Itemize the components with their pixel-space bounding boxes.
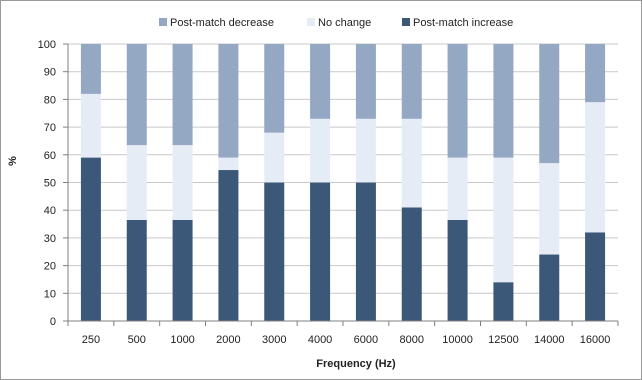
bar-post-match-decrease-14000 [539,44,560,164]
bar-post-match-decrease-12500 [493,44,514,158]
gridlines [68,43,618,294]
bar-post-match-increase-6000 [355,182,376,321]
legend-label-post-match-decrease: Post-match decrease [170,17,274,29]
bar-post-match-increase-4000 [310,182,331,321]
legend: Post-match decrease No change Post-match i… [159,17,513,29]
x-tick-label-250: 250 [82,334,100,346]
bars [80,44,606,321]
x-tick-label-10000: 10000 [442,334,473,346]
legend-label-no-change: No change [318,17,371,29]
y-tick-label-50: 50 [44,178,56,190]
bar-post-match-decrease-4000 [310,44,331,119]
y-tick-label-80: 80 [44,94,56,106]
x-tick-label-12500: 12500 [488,334,519,346]
bar-post-match-decrease-8000 [401,44,422,119]
legend-label-post-match-increase: Post-match increase [413,17,513,29]
bar-post-match-decrease-250 [80,44,101,94]
legend-swatch-post-match-increase [402,18,410,26]
bar-no-change-8000 [401,118,422,208]
bar-no-change-14000 [539,163,560,255]
bar-post-match-increase-3000 [264,182,285,321]
x-tick-labels: 250 500 1000 2000 3000 4000 6000 8000 10000 12500… [82,334,611,346]
x-tick-label-6000: 6000 [354,334,378,346]
bar-post-match-increase-12500 [493,282,514,321]
legend-swatch-post-match-decrease [159,18,167,26]
y-tick-label-10: 10 [44,288,56,300]
axes [63,43,619,326]
y-tick-label-40: 40 [44,205,56,217]
legend-swatch-no-change [307,18,315,26]
bar-post-match-decrease-1000 [172,44,193,146]
bar-post-match-decrease-16000 [585,44,606,103]
y-tick-labels: 0 10 20 30 40 50 60 70 80 90 100 [38,39,56,328]
y-tick-label-100: 100 [38,39,56,51]
bar-post-match-increase-8000 [401,207,422,321]
bar-post-match-decrease-10000 [447,44,468,158]
bar-post-match-decrease-500 [126,44,147,146]
bar-post-match-increase-2000 [218,170,239,321]
bar-post-match-increase-16000 [585,232,606,321]
bar-post-match-decrease-6000 [355,44,376,119]
x-tick-label-8000: 8000 [400,334,424,346]
x-tick-label-14000: 14000 [534,334,565,346]
bar-no-change-4000 [310,118,331,183]
x-tick-label-500: 500 [128,334,146,346]
y-tick-label-90: 90 [44,67,56,79]
bar-post-match-increase-500 [126,219,147,321]
bar-no-change-3000 [264,132,285,183]
bar-post-match-decrease-3000 [264,44,285,133]
y-tick-label-20: 20 [44,261,56,273]
bar-post-match-increase-1000 [172,219,193,321]
x-tick-label-4000: 4000 [308,334,332,346]
y-tick-label-60: 60 [44,150,56,162]
bar-post-match-increase-250 [80,157,101,321]
bar-no-change-10000 [447,157,468,220]
y-axis-label: % [7,156,19,166]
y-tick-label-30: 30 [44,233,56,245]
bar-no-change-16000 [585,102,606,233]
bar-no-change-500 [126,145,147,220]
y-tick-label-70: 70 [44,122,56,134]
bar-post-match-increase-14000 [539,254,560,321]
x-tick-label-16000: 16000 [580,334,611,346]
bar-no-change-250 [80,93,101,158]
bar-no-change-6000 [355,118,376,183]
x-tick-label-1000: 1000 [170,334,194,346]
bar-post-match-increase-10000 [447,219,468,321]
x-tick-label-2000: 2000 [216,334,240,346]
bar-post-match-decrease-2000 [218,44,239,158]
x-tick-label-3000: 3000 [262,334,286,346]
bar-no-change-1000 [172,145,193,220]
x-axis-label: Frequency (Hz) [316,358,396,370]
y-tick-label-0: 0 [50,316,56,328]
bar-no-change-12500 [493,157,514,283]
bar-no-change-2000 [218,157,239,171]
